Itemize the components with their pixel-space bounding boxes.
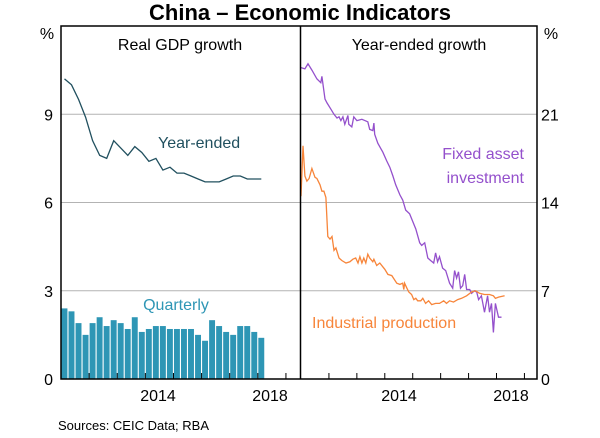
quarterly-bar <box>223 331 230 379</box>
sources-note: Sources: CEIC Data; RBA <box>58 418 209 433</box>
left-x-label-2018: 2018 <box>252 388 288 405</box>
quarterly-bars <box>61 308 265 379</box>
left-y-tick-label: 6 <box>44 196 53 213</box>
y-tick-labels: 0 3 6 9 0 7 14 21 <box>44 107 559 389</box>
quarterly-bar <box>61 308 68 379</box>
quarterly-bar <box>152 326 159 379</box>
left-y-tick-label: 9 <box>44 107 53 124</box>
gridlines <box>61 113 537 292</box>
right-y-tick-label: 7 <box>541 284 550 301</box>
quarterly-bar <box>181 328 187 379</box>
quarterly-bar <box>244 326 251 379</box>
quarterly-bar <box>166 328 173 379</box>
x-ticks <box>88 373 525 379</box>
plot-frame <box>60 25 538 380</box>
industrial-production-label: Industrial production <box>312 315 456 332</box>
right-unit-label: % <box>544 26 558 43</box>
quarterly-bar <box>117 323 124 379</box>
plot-border <box>60 25 538 380</box>
quarterly-bar <box>82 334 89 379</box>
quarterly-bar <box>173 328 180 379</box>
quarterly-bar <box>124 328 131 379</box>
quarterly-bar <box>145 328 152 379</box>
quarterly-bar <box>103 326 110 379</box>
quarterly-bar <box>195 334 201 379</box>
year-ended-gdp-line <box>64 78 262 183</box>
year-ended-label: Year-ended <box>158 135 240 152</box>
quarterly-bar <box>138 331 145 379</box>
left-x-label-2014: 2014 <box>140 388 176 405</box>
fai-label-line2: investment <box>447 170 525 187</box>
fai-label-line1: Fixed asset <box>442 146 524 163</box>
right-y-tick-label: 21 <box>541 107 559 124</box>
right-panel-title: Year-ended growth <box>352 37 487 54</box>
series-lines <box>64 62 505 333</box>
quarterly-bar <box>75 323 82 379</box>
quarterly-bar <box>237 326 244 379</box>
quarterly-bar <box>251 331 258 379</box>
industrial-production-line <box>300 145 505 306</box>
quarterly-bar <box>216 326 223 379</box>
quarterly-bar <box>230 334 237 379</box>
quarterly-bar <box>68 311 75 379</box>
left-unit-label: % <box>40 26 54 43</box>
right-y-tick-label: 0 <box>541 372 550 389</box>
quarterly-bar <box>131 317 138 379</box>
quarterly-bar <box>258 337 265 379</box>
quarterly-bar <box>96 317 103 379</box>
right-x-label-2014: 2014 <box>381 388 417 405</box>
left-panel-title: Real GDP growth <box>118 37 242 54</box>
right-y-tick-label: 14 <box>541 196 559 213</box>
quarterly-bar <box>110 320 117 379</box>
left-y-tick-label: 3 <box>44 284 53 301</box>
right-x-label-2018: 2018 <box>493 388 529 405</box>
left-y-tick-label: 0 <box>44 372 53 389</box>
chart-title: China – Economic Indicators <box>149 0 451 25</box>
quarterly-label: Quarterly <box>143 297 209 314</box>
fixed-asset-investment-line <box>300 62 502 333</box>
quarterly-bar <box>209 320 216 379</box>
quarterly-bar <box>202 340 209 379</box>
quarterly-bar <box>188 328 194 379</box>
quarterly-bar <box>89 323 96 379</box>
quarterly-bar <box>159 326 166 379</box>
